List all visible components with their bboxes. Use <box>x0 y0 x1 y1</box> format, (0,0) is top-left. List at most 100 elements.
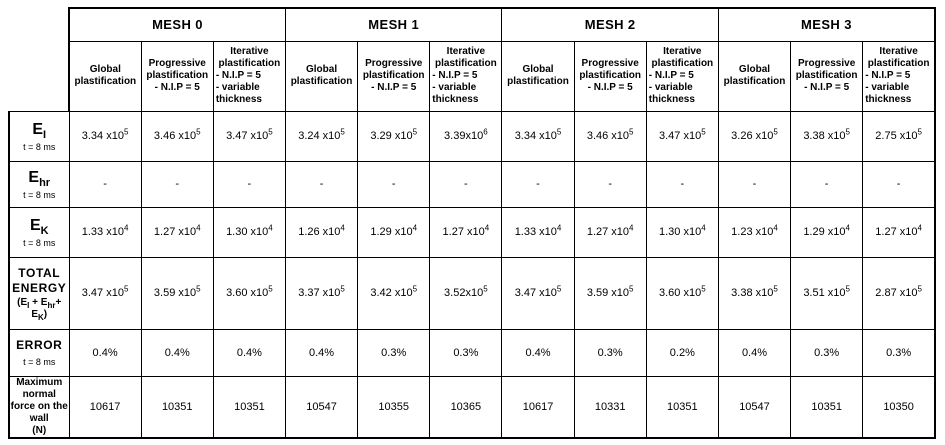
value-cell: 10547 <box>717 375 792 439</box>
value-cell: - <box>645 160 719 208</box>
value-cell: 10617 <box>501 375 575 439</box>
value-cell: 1.33 x104 <box>501 206 575 258</box>
cell-exponent: 5 <box>917 127 922 137</box>
energy-subscript: K <box>40 224 49 237</box>
cell-value: 3.34 x10 <box>81 130 124 142</box>
value-cell: - <box>140 160 214 208</box>
cell-value: 2.87 x10 <box>875 287 918 299</box>
value-cell: - <box>501 160 575 208</box>
cell-value: 1.30 x10 <box>226 226 269 238</box>
value-cell: 10355 <box>357 375 431 439</box>
value-cell: 3.34 x105 <box>68 110 142 162</box>
cell-exponent: 5 <box>556 127 562 137</box>
cell-exponent: 5 <box>196 284 201 294</box>
cell-value: 1.33 x10 <box>514 226 557 238</box>
row-label-ek: EK t = 8 ms <box>8 206 70 258</box>
cell-value: 3.60 x10 <box>659 287 702 299</box>
row-label-max-force: Maximum normal force on the wall (N) <box>8 375 70 439</box>
mesh-header-1: MESH 1 <box>284 7 503 42</box>
cell-exponent: 4 <box>484 223 490 233</box>
row-ehr: Ehr t = 8 ms - - - - - - - - - - - - <box>8 160 937 208</box>
value-cell: 3.38 x105 <box>790 110 864 162</box>
cell-value: 1.33 x10 <box>81 226 124 238</box>
mesh-header-0: MESH 0 <box>67 7 286 42</box>
value-cell: 3.34 x105 <box>501 110 575 162</box>
time-note: t = 8 ms <box>23 141 56 152</box>
method-header-global: Global plastification <box>67 40 142 112</box>
value-cell: 2.75 x105 <box>862 110 937 162</box>
cell-value: 3.42 x10 <box>370 287 413 299</box>
method-header-progressive: Progressive plastification - N.I.P = 5 <box>790 40 864 112</box>
cell-value: 1.27 x10 <box>442 226 485 238</box>
max-force-unit: (N) <box>32 424 47 436</box>
value-cell: 1.29 x104 <box>790 206 864 258</box>
value-cell: 1.27 x104 <box>573 206 647 258</box>
cell-exponent: 5 <box>917 284 922 294</box>
cell-value: 3.47 x10 <box>659 130 702 142</box>
cell-value: 3.29 x10 <box>370 130 413 142</box>
value-cell: 1.27 x104 <box>862 206 937 258</box>
cell-exponent: 5 <box>773 284 778 294</box>
cell-exponent: 5 <box>483 284 488 294</box>
value-cell: - <box>68 160 142 208</box>
method-header-iterative: Iterative plastification - N.I.P = 5- var… <box>212 40 286 112</box>
cell-exponent: 5 <box>701 284 706 294</box>
value-cell: 0.3% <box>862 328 937 377</box>
value-cell: 0.4% <box>68 328 142 377</box>
value-cell: 3.26 x105 <box>717 110 792 162</box>
cell-exponent: 4 <box>845 223 850 233</box>
total-energy-formula: (EI + Ehr+ EK) <box>17 296 62 322</box>
cell-exponent: 4 <box>556 223 562 233</box>
cell-exponent: 5 <box>268 284 273 294</box>
cell-exponent: 4 <box>412 223 418 233</box>
mesh-header-2: MESH 2 <box>501 7 719 42</box>
value-cell: 2.87 x105 <box>862 256 937 330</box>
value-cell: 1.23 x104 <box>717 206 792 258</box>
value-cell: 3.47 x105 <box>212 110 286 162</box>
cell-value: 1.27 x10 <box>153 226 197 238</box>
time-note: t = 8 ms <box>23 357 56 367</box>
row-label-ei: EI t = 8 ms <box>8 110 70 162</box>
cell-value: 3.52x10 <box>444 287 484 299</box>
method-header-row: Global plastification Progressive plasti… <box>9 40 937 112</box>
cell-exponent: 4 <box>340 223 345 233</box>
cell-value: 1.30 x10 <box>659 226 702 238</box>
cell-exponent: 5 <box>845 127 850 137</box>
row-total-energy: TOTAL ENERGY (EI + Ehr+ EK) 3.47 x105 3.… <box>8 256 937 330</box>
value-cell: 0.3% <box>790 328 864 377</box>
mesh-header-3: MESH 3 <box>717 7 936 42</box>
cell-value: 3.59 x10 <box>153 287 197 299</box>
results-table: MESH 0 MESH 1 MESH 2 MESH 3 Global plast… <box>8 7 937 439</box>
row-ek: EK t = 8 ms 1.33 x104 1.27 x104 1.30 x10… <box>8 206 937 258</box>
value-cell: 0.4% <box>140 328 214 377</box>
value-cell: 1.26 x104 <box>284 206 359 258</box>
row-ei: EI t = 8 ms 3.34 x105 3.46 x105 3.47 x10… <box>8 110 937 162</box>
row-label-total-energy: TOTAL ENERGY (EI + Ehr+ EK) <box>8 256 70 330</box>
cell-value: 3.47 x10 <box>81 287 124 299</box>
cell-exponent: 5 <box>701 127 706 137</box>
method-header-iterative: Iterative plastification - N.I.P = 5- var… <box>645 40 719 112</box>
cell-value: 3.38 x10 <box>731 287 774 299</box>
value-cell: - <box>357 160 431 208</box>
row-max-force: Maximum normal force on the wall (N) 106… <box>8 375 937 439</box>
value-cell: - <box>862 160 937 208</box>
value-cell: 10617 <box>68 375 142 439</box>
cell-exponent: 5 <box>412 127 418 137</box>
cell-value: 3.24 x10 <box>298 130 341 142</box>
value-cell: 3.51 x105 <box>790 256 864 330</box>
value-cell: 10547 <box>284 375 359 439</box>
method-header-global: Global plastification <box>717 40 792 112</box>
value-cell: 0.3% <box>429 328 503 377</box>
cell-exponent: 4 <box>123 223 129 233</box>
value-cell: 3.24 x105 <box>284 110 359 162</box>
value-cell: 10351 <box>212 375 286 439</box>
row-label-ehr: Ehr t = 8 ms <box>8 160 70 208</box>
value-cell: 1.27 x104 <box>140 206 214 258</box>
value-cell: 1.30 x104 <box>645 206 719 258</box>
value-cell: 3.60 x105 <box>645 256 719 330</box>
energy-subscript: hr <box>39 176 51 189</box>
cell-value: 3.38 x10 <box>803 130 846 142</box>
cell-value: 1.26 x10 <box>298 226 341 238</box>
value-cell: 3.47 x105 <box>68 256 142 330</box>
